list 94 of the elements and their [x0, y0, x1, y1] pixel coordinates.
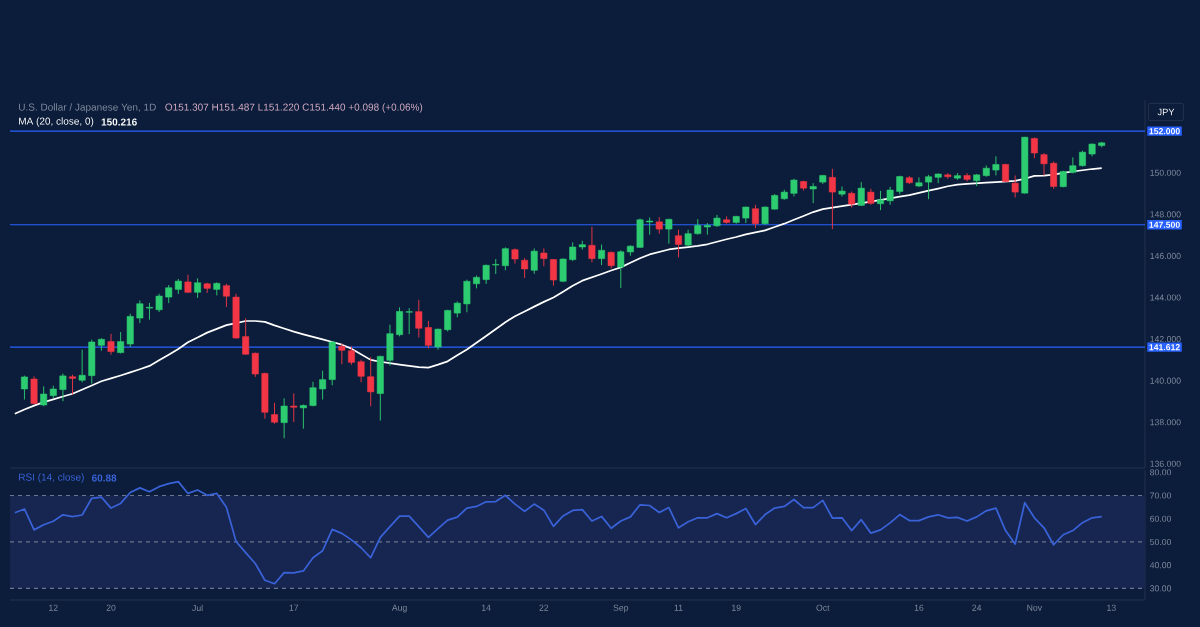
candlestick	[521, 257, 529, 279]
candlestick	[194, 277, 202, 299]
candlestick	[242, 317, 250, 356]
x-tick-label: Nov	[1027, 604, 1043, 611]
candlestick	[299, 404, 307, 430]
candlestick	[280, 397, 288, 439]
x-tick-label: 17	[289, 604, 299, 611]
candlestick	[550, 258, 557, 287]
ref-line-label: 147.500	[1149, 221, 1180, 228]
candlestick	[828, 168, 836, 230]
chart-title: U.S. Dollar / Japanese Yen, 1D	[19, 103, 156, 113]
annotation: 60.88	[91, 474, 117, 482]
x-tick-label: 14	[481, 604, 491, 611]
y-tick-label: 148.000	[1150, 211, 1181, 218]
candlestick	[1040, 152, 1048, 176]
candlestick	[463, 279, 471, 313]
candlestick	[588, 226, 596, 263]
candlestick	[675, 229, 682, 258]
y-tick-label: 144.000	[1150, 294, 1181, 301]
candlestick	[319, 370, 327, 401]
x-tick-label: Aug	[391, 604, 407, 613]
candlestick	[367, 356, 375, 407]
candlestick	[184, 274, 192, 294]
candlestick	[915, 176, 923, 188]
candlestick	[434, 328, 442, 351]
x-tick-label: Sep	[613, 604, 629, 613]
ref-line-label: 152.000	[1149, 128, 1180, 135]
candlestick	[338, 343, 346, 365]
x-tick-label: 16	[914, 604, 924, 611]
candlestick	[165, 284, 173, 304]
candlestick	[59, 373, 67, 402]
x-tick-label: 11	[674, 604, 683, 611]
y-tick-label: 150.000	[1150, 169, 1181, 176]
y-tick-label: 80.00	[1150, 469, 1172, 476]
y-tick-label: 136.000	[1150, 460, 1181, 467]
x-tick-label: 13	[1107, 604, 1116, 611]
text: MA (20, close, 0)	[19, 117, 94, 127]
candlestick	[925, 174, 933, 200]
candlestick	[1050, 161, 1058, 190]
y-tick-label: 40.00	[1149, 562, 1172, 569]
candlestick	[415, 299, 423, 338]
x-tick-label: 24	[972, 604, 982, 611]
candlestick	[348, 345, 355, 366]
candlestick	[251, 352, 259, 378]
candlestick	[146, 302, 153, 321]
y-tick-label: 146.000	[1150, 252, 1181, 259]
candlestick	[309, 381, 317, 407]
candlestick	[530, 247, 538, 275]
candlestick	[809, 182, 817, 204]
candlestick	[492, 258, 500, 275]
candlestick	[752, 204, 759, 229]
candlestick	[155, 293, 163, 313]
candlestick	[886, 186, 894, 206]
y-tick-label: 30.00	[1150, 585, 1172, 592]
candlestick	[992, 155, 1000, 176]
y-tick-label: 138.000	[1150, 419, 1181, 426]
chart-subtitle: O151.307 H151.487 L151.220 C151.440 +0.098 (+0.06%)	[165, 103, 423, 113]
candlestick	[1011, 174, 1019, 198]
annotation: 150.216	[101, 118, 137, 126]
candlestick	[877, 190, 884, 211]
candlestick	[665, 218, 673, 245]
candlestick	[69, 374, 76, 396]
candlestick	[501, 246, 509, 271]
candlestick	[396, 306, 404, 337]
text: JPY	[1157, 108, 1175, 116]
candlestick	[617, 249, 625, 289]
y-tick-label: 50.00	[1150, 538, 1172, 546]
candlestick	[357, 359, 365, 383]
candlestick	[136, 299, 144, 324]
series-label: RSI (14, close)	[19, 473, 84, 483]
candlestick	[598, 244, 605, 266]
candlestick	[424, 320, 432, 349]
candlestick	[222, 283, 230, 308]
x-tick-label: 20	[106, 604, 116, 611]
x-tick-label: 12	[49, 604, 58, 611]
candlestick	[405, 307, 413, 335]
candlestick	[290, 392, 298, 423]
x-tick-label: 19	[732, 604, 741, 611]
candlestick	[271, 402, 278, 425]
y-tick-label: 140.000	[1150, 377, 1181, 384]
y-tick-label: 142.000	[1150, 336, 1181, 343]
x-tick-label: Jul	[192, 604, 203, 612]
candlestick	[761, 205, 769, 226]
candlestick	[1069, 156, 1077, 174]
candlestick	[1030, 136, 1038, 159]
candlestick	[107, 333, 115, 356]
x-tick-label: 22	[539, 604, 549, 611]
x-tick-label: Oct	[816, 604, 830, 611]
y-tick-label: 70.00	[1150, 492, 1172, 499]
candlestick	[646, 216, 654, 236]
ref-line-label: 141.612	[1149, 344, 1180, 351]
candlestick	[78, 349, 86, 383]
y-tick-label: 60.00	[1150, 515, 1172, 522]
candlestick	[838, 186, 846, 197]
